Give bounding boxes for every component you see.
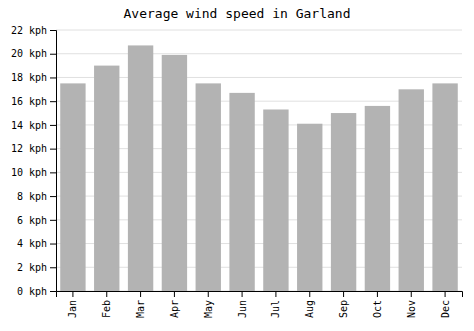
x-tick-mark <box>309 291 310 297</box>
plot: Jan Feb Mar Apr May Jun Jul Aug Sep Oct Nov Dec 0 kp… <box>11 25 463 318</box>
x-tick-mark <box>208 291 209 297</box>
bar <box>196 83 221 291</box>
x-tick-label: Jan <box>67 300 78 318</box>
x-tick-label: Aug <box>304 300 315 318</box>
x-tick: Jun <box>237 291 248 318</box>
x-tick-label: Feb <box>101 300 112 318</box>
bars <box>60 45 458 291</box>
bar <box>94 66 119 291</box>
y-tick: 14 kph <box>11 120 56 131</box>
x-tick: Jul <box>270 291 281 318</box>
y-tick-label: 14 kph <box>11 120 47 131</box>
y-tick: 18 kph <box>11 72 56 83</box>
y-tick-label: 6 kph <box>17 215 47 226</box>
x-tick-mark <box>445 291 446 297</box>
x-tick-mark <box>72 291 73 297</box>
y-tick-mark <box>50 172 56 173</box>
y-tick: 20 kph <box>11 48 56 59</box>
bar <box>60 83 85 291</box>
y-tick-label: 18 kph <box>11 72 47 83</box>
x-tick-mark <box>174 291 175 297</box>
y-tick: 10 kph <box>11 167 56 178</box>
y-tick: 6 kph <box>17 215 56 226</box>
y-tick-label: 0 kph <box>17 286 47 297</box>
x-tick-label: Nov <box>406 300 417 318</box>
x-tick-mark <box>411 291 412 297</box>
grid <box>56 30 462 291</box>
x-axis: Jan Feb Mar Apr May Jun Jul Aug Sep Oct Nov Dec <box>57 291 463 318</box>
y-axis: 0 kph 2 kph 4 kph 6 kph 8 kph 10 kph 12 kph 14 … <box>11 25 57 297</box>
bar <box>162 55 187 291</box>
y-tick: 22 kph <box>11 25 56 36</box>
y-tick: 4 kph <box>17 238 56 249</box>
bar <box>399 89 424 291</box>
y-tick-mark <box>50 101 56 102</box>
x-tick-mark <box>343 291 344 297</box>
y-tick: 0 kph <box>17 286 56 297</box>
y-tick-mark <box>50 149 56 150</box>
x-tick: Feb <box>101 291 112 318</box>
bar <box>365 106 390 291</box>
y-tick-mark <box>50 30 56 31</box>
x-tick-mark <box>242 291 243 297</box>
x-tick-label: May <box>203 300 214 318</box>
y-tick-mark <box>50 125 56 126</box>
y-tick-label: 4 kph <box>17 238 47 249</box>
y-tick-label: 22 kph <box>11 25 47 36</box>
y-tick-label: 2 kph <box>17 262 47 273</box>
y-tick-mark <box>50 77 56 78</box>
y-tick-label: 10 kph <box>11 167 47 178</box>
y-tick-mark <box>50 196 56 197</box>
x-tick-mark <box>275 291 276 297</box>
y-tick-mark <box>50 267 56 268</box>
grid-line <box>56 30 462 31</box>
x-tick-mark <box>140 291 141 297</box>
y-tick: 16 kph <box>11 96 56 107</box>
x-tick: Nov <box>406 291 417 318</box>
x-tick: May <box>203 291 214 318</box>
y-tick-mark <box>50 220 56 221</box>
grid-line <box>56 53 462 54</box>
title: Average wind speed in Garland <box>124 6 351 21</box>
x-tick: Sep <box>338 291 349 318</box>
y-tick: 8 kph <box>17 191 56 202</box>
x-tick: Jan <box>67 291 78 318</box>
x-tick-label: Dec <box>440 300 451 318</box>
x-tick: Dec <box>440 291 451 318</box>
axis-line <box>50 31 57 292</box>
x-tick-label: Jul <box>270 300 281 318</box>
bar <box>229 93 254 291</box>
bar <box>331 113 356 291</box>
y-tick: 2 kph <box>17 262 56 273</box>
y-tick-label: 8 kph <box>17 191 47 202</box>
y-tick-label: 16 kph <box>11 96 47 107</box>
x-tick-label: Mar <box>135 300 146 318</box>
x-tick-label: Apr <box>169 300 180 318</box>
x-tick-label: Jun <box>237 300 248 318</box>
bar <box>128 45 153 291</box>
bar <box>297 124 322 291</box>
x-tick: Apr <box>169 291 180 318</box>
x-tick-mark <box>106 291 107 297</box>
x-tick-label: Oct <box>372 300 383 318</box>
bar <box>432 83 457 291</box>
x-tick: Oct <box>372 291 383 318</box>
x-tick-mark <box>377 291 378 297</box>
x-tick: Mar <box>135 291 146 318</box>
y-tick-mark <box>50 291 56 292</box>
chart-container: Jan Feb Mar Apr May Jun Jul Aug Sep Oct Nov Dec 0 kp… <box>0 0 474 331</box>
chart: Jan Feb Mar Apr May Jun Jul Aug Sep Oct Nov Dec 0 kp… <box>0 0 474 331</box>
y-tick-mark <box>50 244 56 245</box>
y-tick: 12 kph <box>11 143 56 154</box>
x-tick: Aug <box>304 291 315 318</box>
y-tick-label: 12 kph <box>11 143 47 154</box>
x-tick-label: Sep <box>338 300 349 318</box>
y-tick-label: 20 kph <box>11 48 47 59</box>
axis-line <box>57 292 463 298</box>
bar <box>263 109 288 291</box>
y-tick-mark <box>50 54 56 55</box>
